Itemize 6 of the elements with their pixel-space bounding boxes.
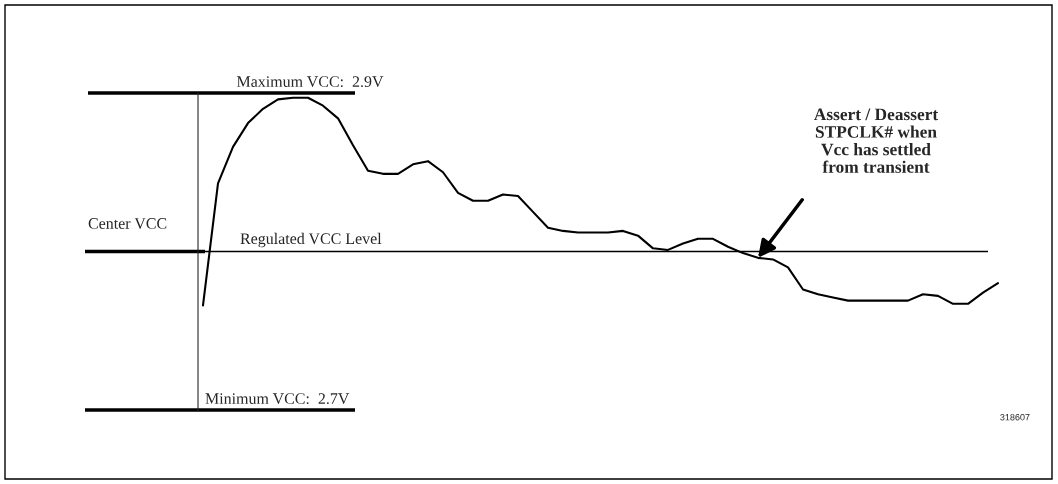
ref-line-label: Minimum VCC: 2.7V <box>205 393 350 405</box>
ref-line-label: Center VCC <box>88 218 167 229</box>
text: 318607 <box>1000 414 1030 421</box>
annotation: Regulated VCC Level <box>240 232 382 248</box>
annotation: Assert / Deassert STPCLK# when Vcc has settled from transient <box>813 108 939 173</box>
ref-line-label: Maximum VCC: 2.9V <box>236 76 384 88</box>
